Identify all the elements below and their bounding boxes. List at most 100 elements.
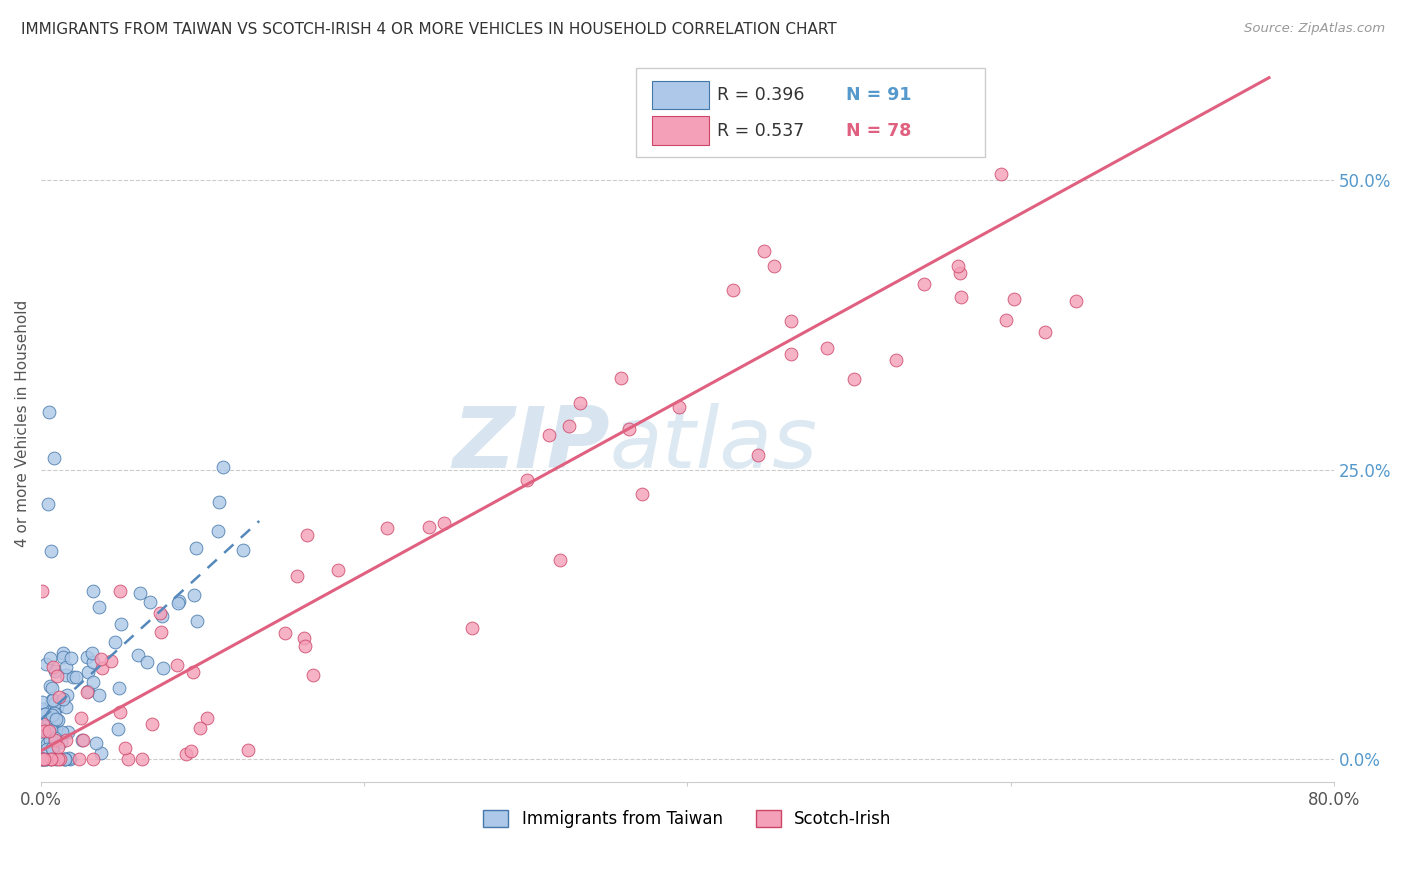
Point — [418, 520, 440, 534]
Point — [104, 635, 127, 649]
Point — [326, 563, 349, 577]
Point — [39, 752, 62, 766]
Point — [52, 646, 75, 660]
Point — [108, 705, 131, 719]
Point — [31, 752, 53, 766]
Point — [1002, 292, 1025, 306]
Text: atlas: atlas — [610, 403, 818, 486]
Point — [82, 674, 104, 689]
Point — [76, 685, 98, 699]
Point — [181, 665, 204, 680]
Point — [35, 752, 58, 766]
Point — [76, 665, 98, 680]
Point — [48, 726, 70, 740]
Point — [87, 599, 110, 614]
Point — [44, 712, 66, 726]
FancyBboxPatch shape — [652, 80, 710, 109]
Point — [128, 585, 150, 599]
Point — [55, 733, 77, 747]
Point — [55, 668, 77, 682]
Point — [84, 736, 107, 750]
Point — [107, 722, 129, 736]
Point — [37, 737, 59, 751]
Point — [949, 266, 972, 280]
Point — [117, 752, 139, 766]
Point — [31, 752, 53, 766]
Point — [65, 670, 87, 684]
Point — [82, 752, 104, 766]
Point — [32, 723, 55, 738]
Text: IMMIGRANTS FROM TAIWAN VS SCOTCH-IRISH 4 OR MORE VEHICLES IN HOUSEHOLD CORRELATI: IMMIGRANTS FROM TAIWAN VS SCOTCH-IRISH 4… — [21, 22, 837, 37]
Point — [1033, 325, 1056, 339]
Point — [56, 689, 79, 703]
Point — [207, 524, 229, 538]
Point — [39, 679, 62, 693]
Point — [76, 650, 98, 665]
Point — [138, 595, 160, 609]
Text: ZIP: ZIP — [453, 403, 610, 486]
Point — [31, 695, 53, 709]
Point — [108, 584, 131, 599]
Point — [44, 696, 66, 710]
Text: Source: ZipAtlas.com: Source: ZipAtlas.com — [1244, 22, 1385, 36]
Point — [609, 371, 631, 385]
Point — [100, 654, 122, 668]
Point — [433, 516, 456, 530]
Point — [72, 733, 94, 747]
Point — [82, 655, 104, 669]
Point — [35, 752, 58, 766]
Point — [41, 723, 63, 738]
Point — [38, 723, 60, 738]
Point — [42, 712, 65, 726]
Point — [46, 740, 69, 755]
Point — [166, 658, 188, 673]
Point — [232, 542, 254, 557]
Point — [44, 724, 66, 739]
Point — [538, 428, 561, 442]
Point — [668, 401, 690, 415]
Point — [141, 716, 163, 731]
Point — [32, 752, 55, 766]
Point — [149, 607, 172, 621]
Point — [52, 692, 75, 706]
Point — [42, 692, 65, 706]
Point — [780, 346, 803, 360]
Point — [31, 702, 53, 716]
Point — [236, 742, 259, 756]
Point — [76, 684, 98, 698]
Text: R = 0.537: R = 0.537 — [717, 122, 804, 140]
Point — [89, 688, 111, 702]
Point — [48, 752, 70, 766]
Point — [42, 745, 65, 759]
Point — [41, 708, 63, 723]
Point — [55, 699, 77, 714]
Point — [37, 742, 59, 756]
Point — [884, 353, 907, 368]
Point — [34, 707, 56, 722]
Point — [152, 661, 174, 675]
Point — [815, 341, 838, 355]
Point — [186, 541, 208, 555]
Point — [780, 313, 803, 327]
Point — [176, 747, 198, 761]
Point — [186, 614, 208, 628]
Point — [108, 681, 131, 695]
Point — [912, 277, 935, 291]
Point — [295, 528, 318, 542]
Point — [44, 731, 66, 745]
Point — [67, 752, 90, 766]
Point — [31, 584, 53, 599]
Point — [45, 668, 67, 682]
Point — [82, 583, 104, 598]
Point — [32, 752, 55, 766]
Point — [48, 690, 70, 704]
Point — [55, 660, 77, 674]
Point — [568, 395, 591, 409]
Point — [44, 665, 66, 679]
Point — [49, 752, 72, 766]
Point — [39, 733, 62, 747]
Point — [292, 632, 315, 646]
Point — [631, 487, 654, 501]
Point — [619, 422, 641, 436]
Point — [42, 660, 65, 674]
